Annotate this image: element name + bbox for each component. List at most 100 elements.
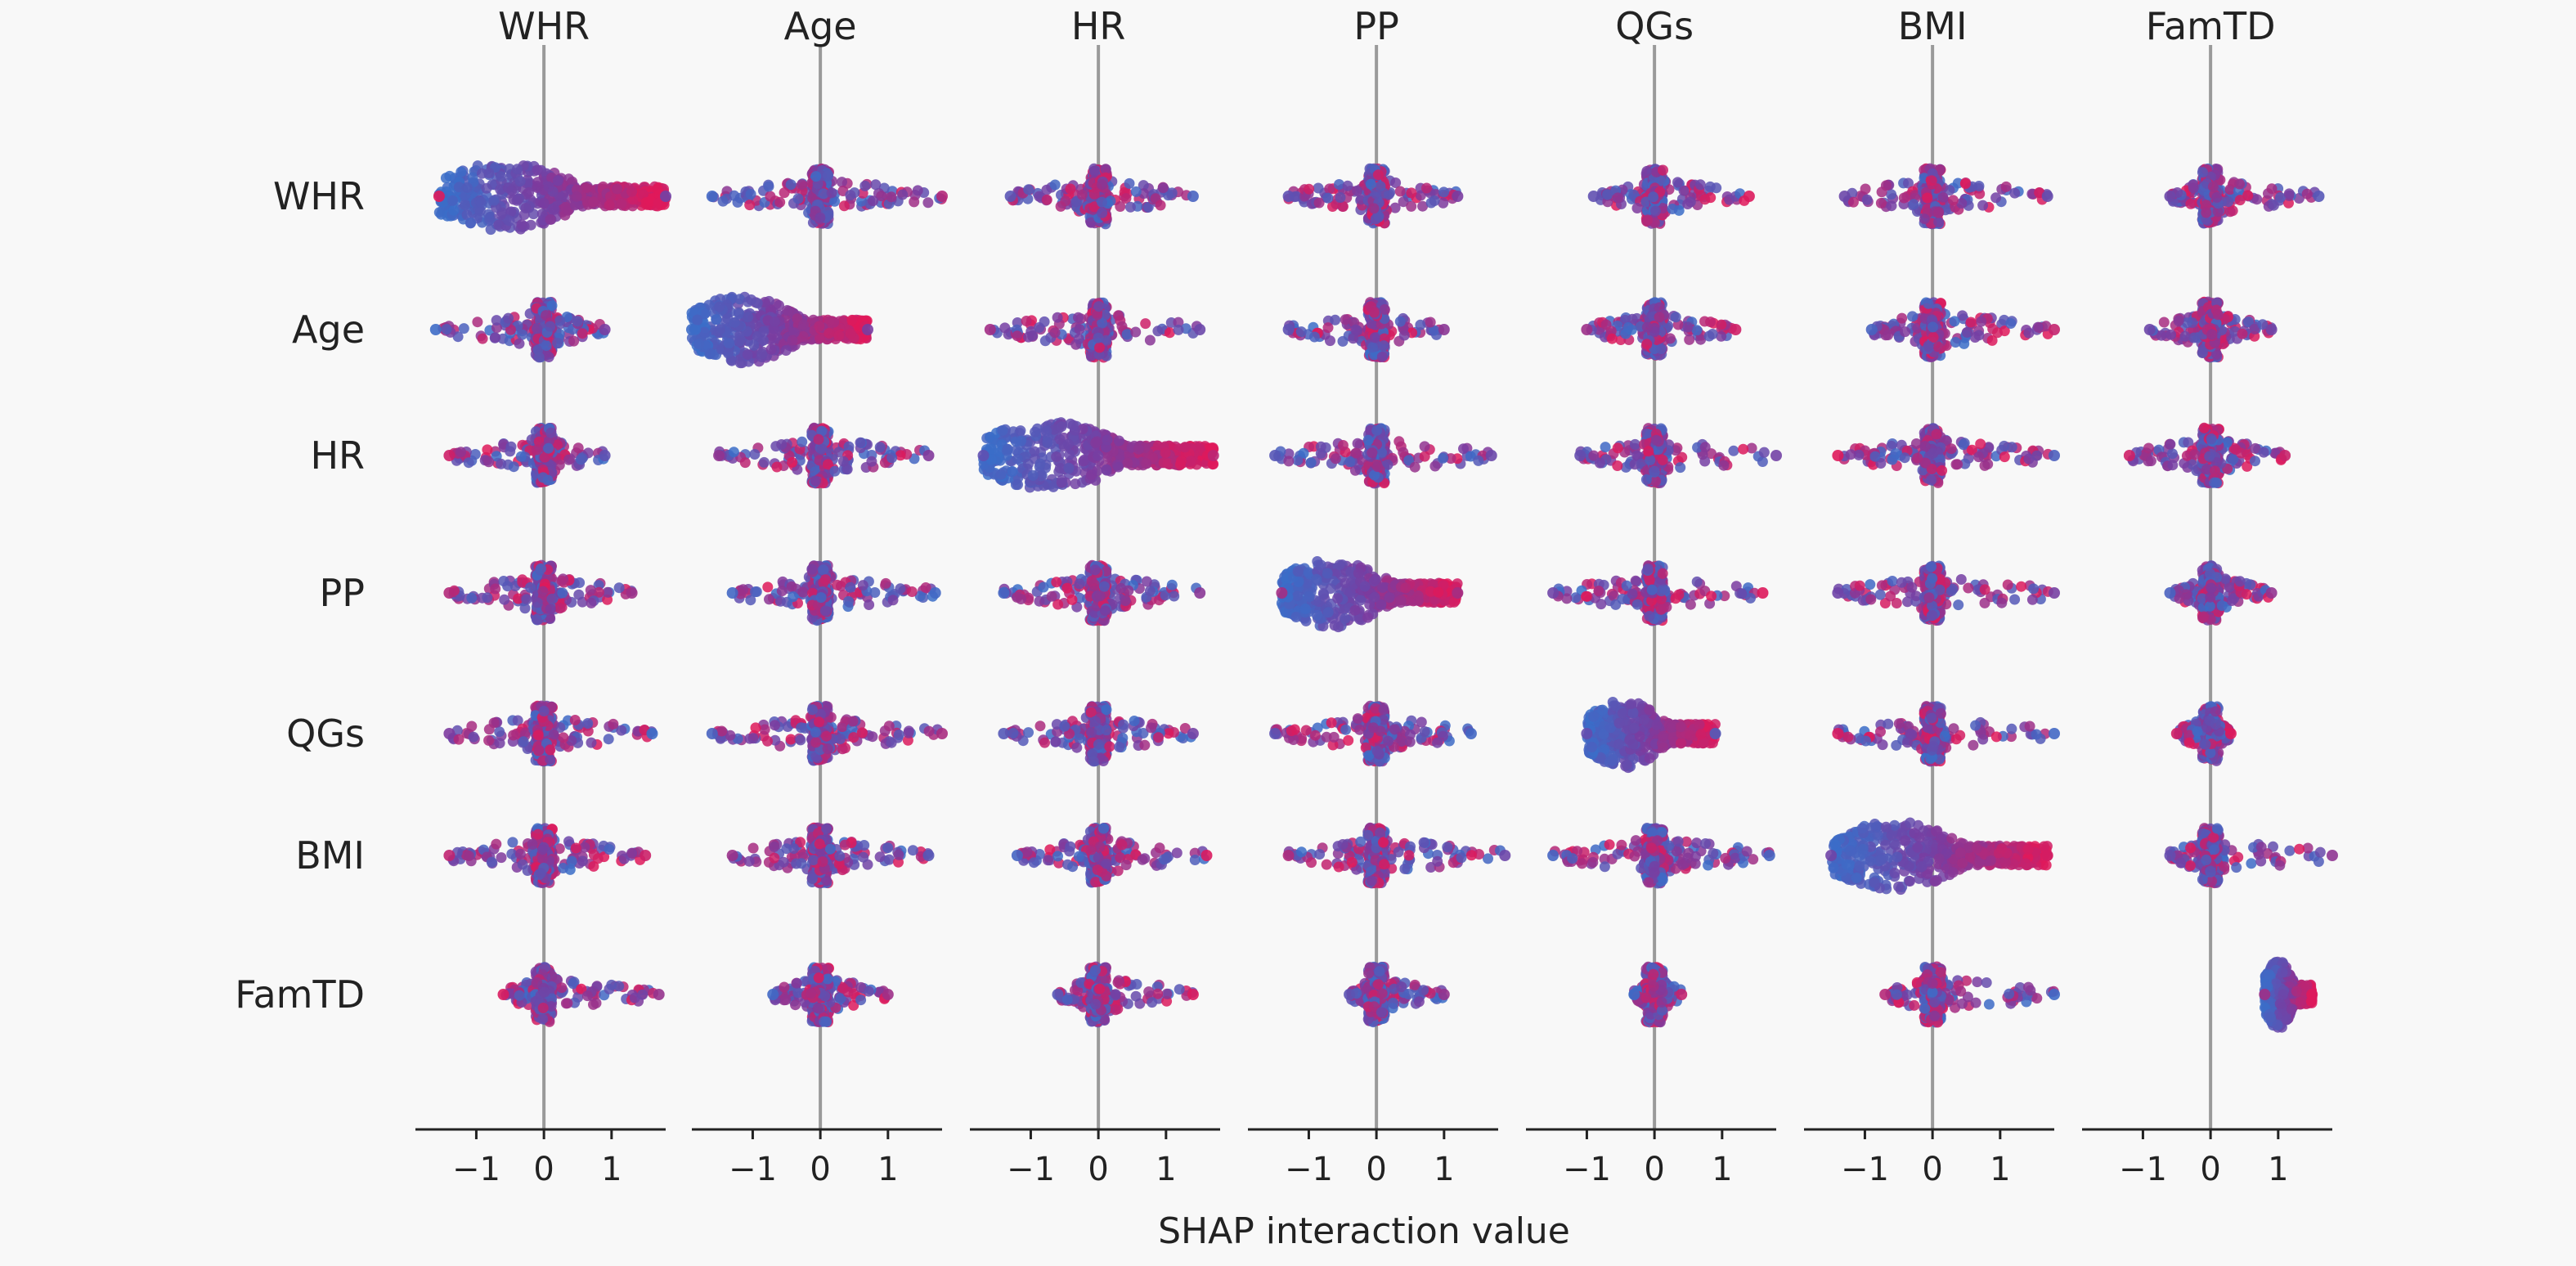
data-point bbox=[464, 457, 474, 468]
data-point bbox=[810, 171, 821, 182]
data-point bbox=[1927, 175, 1937, 186]
data-point bbox=[746, 189, 756, 200]
data-point bbox=[1174, 325, 1184, 335]
data-point bbox=[1283, 324, 1295, 335]
data-point bbox=[1695, 179, 1706, 190]
data-point bbox=[549, 204, 559, 215]
data-point bbox=[1623, 322, 1634, 333]
data-point bbox=[1324, 183, 1335, 194]
data-point bbox=[1588, 191, 1600, 202]
data-point bbox=[1379, 340, 1389, 351]
data-point bbox=[2302, 189, 2313, 200]
data-point bbox=[1052, 312, 1063, 323]
data-point bbox=[1050, 327, 1061, 338]
data-point bbox=[2001, 182, 2012, 192]
data-point bbox=[1705, 182, 1716, 192]
data-point bbox=[2213, 309, 2224, 320]
data-point bbox=[430, 324, 442, 335]
data-point bbox=[1338, 201, 1349, 212]
data-point bbox=[1919, 213, 1930, 224]
data-point bbox=[2267, 183, 2278, 194]
data-point bbox=[2211, 192, 2222, 203]
cell-age-pp bbox=[1283, 297, 1450, 362]
data-point bbox=[433, 191, 445, 202]
data-point bbox=[2237, 329, 2248, 339]
data-point bbox=[1330, 315, 1340, 325]
data-point bbox=[859, 181, 870, 191]
data-point bbox=[839, 200, 850, 211]
data-point bbox=[459, 323, 469, 334]
data-point bbox=[1367, 342, 1378, 352]
data-point bbox=[465, 218, 476, 228]
data-point bbox=[616, 199, 626, 209]
data-point bbox=[1370, 332, 1380, 343]
data-point bbox=[1304, 184, 1314, 195]
data-point bbox=[1682, 199, 1693, 209]
data-point bbox=[2180, 331, 2191, 342]
data-point bbox=[503, 313, 514, 324]
data-point bbox=[1415, 320, 1425, 330]
data-point bbox=[496, 459, 506, 469]
data-point bbox=[1667, 204, 1678, 214]
data-point bbox=[870, 179, 881, 190]
data-point bbox=[532, 323, 542, 334]
data-point bbox=[2234, 179, 2245, 190]
data-point bbox=[1928, 321, 1938, 332]
data-point bbox=[815, 213, 825, 223]
data-point bbox=[1140, 318, 1151, 329]
data-point bbox=[2144, 324, 2156, 335]
data-point bbox=[472, 316, 482, 327]
data-point bbox=[2165, 330, 2176, 340]
data-point bbox=[1094, 343, 1105, 353]
data-point bbox=[1607, 334, 1618, 344]
data-point bbox=[545, 214, 556, 225]
data-point bbox=[1613, 192, 1623, 203]
data-point bbox=[547, 300, 558, 311]
data-point bbox=[1923, 341, 1934, 352]
data-point bbox=[509, 461, 519, 472]
data-point bbox=[1050, 180, 1061, 191]
data-point bbox=[1395, 316, 1406, 327]
data-point bbox=[1395, 186, 1406, 197]
data-point bbox=[734, 336, 745, 347]
data-point bbox=[1194, 324, 1205, 335]
data-point bbox=[577, 328, 588, 339]
data-point bbox=[1060, 195, 1070, 206]
data-point bbox=[1862, 195, 1873, 205]
data-point bbox=[715, 324, 725, 334]
data-point bbox=[1113, 310, 1124, 321]
data-point bbox=[441, 173, 451, 183]
data-point bbox=[544, 182, 554, 192]
data-point bbox=[922, 197, 933, 208]
data-point bbox=[770, 316, 780, 327]
data-point bbox=[1641, 166, 1652, 177]
data-point bbox=[1839, 191, 1851, 202]
data-point bbox=[1922, 193, 1932, 204]
data-point bbox=[1005, 191, 1016, 202]
data-point bbox=[1933, 208, 1944, 218]
cell-age-age bbox=[686, 292, 873, 369]
data-point bbox=[686, 324, 698, 335]
data-point bbox=[1641, 339, 1652, 349]
cell-whr-qgs bbox=[1588, 164, 1755, 229]
data-point bbox=[744, 200, 755, 210]
data-point bbox=[2313, 191, 2325, 202]
data-point bbox=[1406, 201, 1416, 212]
data-point bbox=[626, 186, 637, 197]
data-point bbox=[1097, 179, 1107, 190]
data-point bbox=[1705, 316, 1716, 327]
data-point bbox=[1602, 189, 1613, 200]
data-point bbox=[1429, 195, 1440, 206]
data-point bbox=[604, 200, 615, 210]
data-point bbox=[1937, 192, 1948, 203]
data-point bbox=[599, 324, 611, 335]
data-point bbox=[1900, 326, 1910, 337]
data-point bbox=[743, 349, 753, 360]
data-point bbox=[1369, 203, 1380, 213]
data-point bbox=[538, 198, 549, 209]
data-point bbox=[1716, 320, 1726, 330]
cell-age-whr bbox=[430, 297, 611, 362]
cell-whr-age bbox=[707, 164, 948, 229]
data-point bbox=[1366, 179, 1376, 190]
data-point bbox=[1656, 343, 1667, 354]
